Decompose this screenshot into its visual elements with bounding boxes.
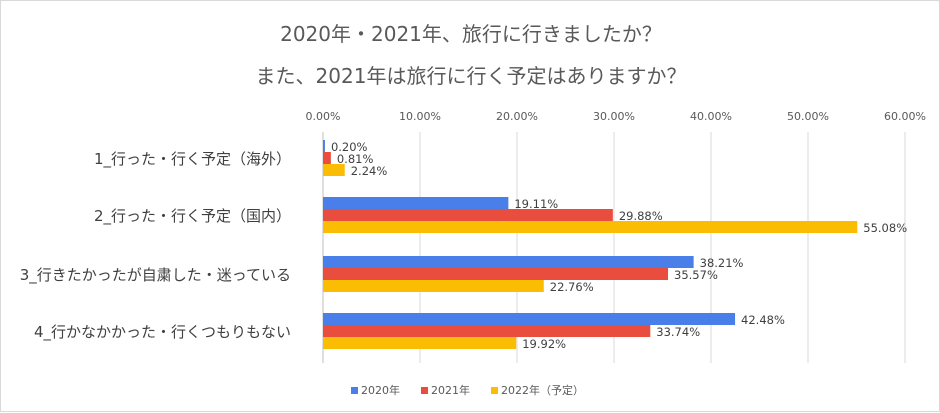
data-label: 22.76%	[550, 280, 594, 294]
data-label: 42.48%	[741, 313, 785, 327]
data-labels: 0.20%0.81%2.24%19.11%29.88%55.08%38.21%3…	[331, 140, 907, 351]
data-label: 19.11%	[514, 197, 558, 211]
x-tick-label: 30.00%	[593, 110, 635, 123]
gridlines	[322, 132, 906, 363]
legend: 2020年 2021年 2022年（予定）	[351, 383, 584, 397]
category-label: 3_行きたかったが自粛した・迷っている	[20, 266, 291, 285]
category-label: 4_行かなかかった・行くつもりもない	[34, 323, 291, 342]
data-label: 19.92%	[522, 337, 566, 351]
bar	[323, 221, 858, 233]
legend-swatch	[351, 387, 358, 394]
category-label: 2_行った・行く予定（国内）	[94, 207, 291, 226]
bar	[323, 337, 517, 349]
bar	[323, 325, 651, 337]
data-label: 38.21%	[700, 256, 744, 270]
data-label: 0.20%	[331, 140, 368, 154]
data-label: 2.24%	[351, 164, 388, 178]
legend-swatch	[491, 387, 498, 394]
bar	[323, 140, 325, 152]
legend-swatch	[421, 387, 428, 394]
bar	[323, 197, 509, 209]
x-tick-label: 0.00%	[306, 110, 341, 123]
bars	[323, 140, 858, 349]
data-label: 33.74%	[656, 325, 700, 339]
x-tick-label: 60.00%	[884, 110, 926, 123]
bar	[323, 268, 669, 280]
legend-label: 2022年（予定）	[501, 383, 584, 397]
x-tick-label: 40.00%	[690, 110, 732, 123]
legend-label: 2021年	[431, 383, 470, 397]
chart-title-line-2: また、2021年は旅行に行く予定はありますか？	[256, 64, 687, 88]
chart-title-line-1: 2020年・2021年、旅行に行きましたか？	[280, 22, 662, 46]
bar	[323, 256, 694, 268]
bar	[323, 152, 331, 164]
bar	[323, 280, 544, 292]
data-label: 35.57%	[674, 268, 718, 282]
category-labels: 1_行った・行く予定（海外） 2_行った・行く予定（国内） 3_行きたかったが自粛し…	[20, 150, 291, 342]
bar	[323, 209, 613, 221]
chart-title: 2020年・2021年、旅行に行きましたか？ また、2021年は旅行に行く予定は…	[256, 22, 687, 88]
x-tick-label: 20.00%	[496, 110, 538, 123]
data-label: 0.81%	[337, 152, 374, 166]
data-label: 29.88%	[619, 209, 663, 223]
bar	[323, 164, 345, 176]
x-tick-label: 10.00%	[399, 110, 441, 123]
bar	[323, 313, 736, 325]
category-label: 1_行った・行く予定（海外）	[94, 150, 291, 169]
data-label: 55.08%	[863, 221, 907, 235]
x-axis-tick-labels: 0.00% 10.00% 20.00% 30.00% 40.00% 50.00% 60.00…	[306, 110, 926, 123]
legend-label: 2020年	[361, 383, 400, 397]
x-tick-label: 50.00%	[787, 110, 829, 123]
